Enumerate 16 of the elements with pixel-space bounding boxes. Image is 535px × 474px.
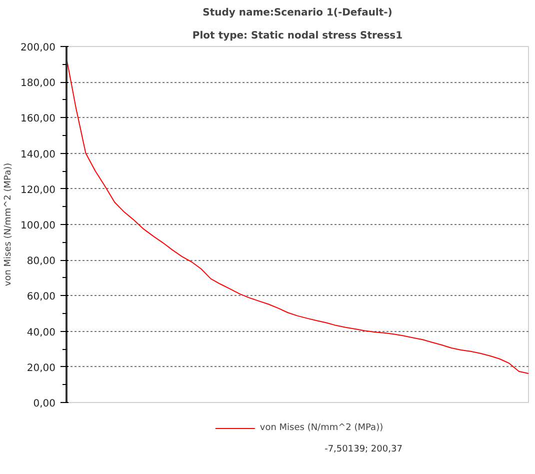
- legend-label: von Mises (N/mm^2 (MPa)): [260, 423, 384, 433]
- y-tick-label: 160,00: [20, 114, 56, 125]
- y-tick-label: 100,00: [20, 220, 56, 232]
- y-tick-label: 200,00: [20, 42, 56, 54]
- y-tick-label: 140,00: [20, 149, 56, 160]
- y-tick-label: 180,00: [20, 78, 56, 90]
- y-tick-label: 60,00: [26, 292, 56, 303]
- text: -7,50139; 200,37: [324, 444, 402, 454]
- y-axis-title: von Mises (N/mm^2 (MPa)): [4, 162, 14, 286]
- y-tick-label: 80,00: [26, 256, 56, 268]
- chart-title: Study name:Scenario 1(-Default-): [202, 8, 392, 18]
- chart-subtitle: Plot type: Static nodal stress Stress1: [192, 30, 403, 42]
- y-tick-label: 20,00: [26, 362, 56, 374]
- y-tick-label: 0,00: [33, 398, 56, 410]
- y-tick-label: 120,00: [20, 184, 56, 196]
- y-tick-label: 40,00: [26, 327, 56, 338]
